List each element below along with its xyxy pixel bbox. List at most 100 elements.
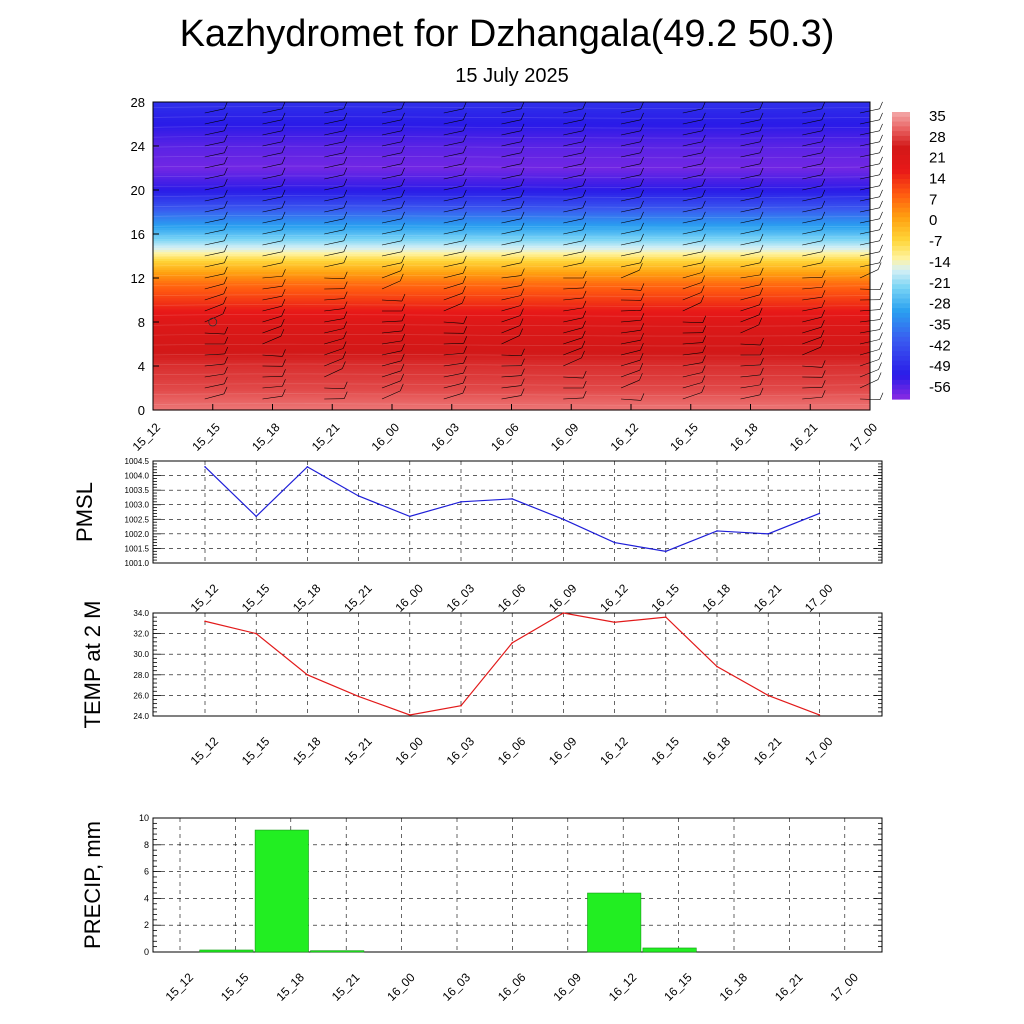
- colorbar-tick-label: -35: [929, 316, 951, 333]
- wind-barb: [802, 207, 822, 213]
- wind-barb-flag: [463, 200, 467, 208]
- wind-barb: [324, 218, 344, 224]
- wind-barb-flag: [879, 145, 883, 153]
- heatmap-cell: [153, 128, 870, 132]
- heatmap-cell: [153, 212, 870, 215]
- wind-barb: [501, 262, 522, 268]
- wind-barb-flag: [640, 189, 644, 197]
- wind-barb-flag: [581, 340, 586, 348]
- wind-barb: [324, 207, 344, 213]
- y-tick-label: 28: [131, 95, 145, 110]
- wind-barb: [204, 373, 225, 378]
- wind-barb-flag: [463, 123, 467, 131]
- contour-line: [152, 116, 871, 119]
- colorbar-swatch: [892, 375, 910, 381]
- wind-barb-flag: [281, 309, 285, 317]
- wind-barb: [740, 384, 761, 389]
- heatmap-cell: [153, 394, 870, 398]
- wind-barb: [204, 218, 225, 224]
- heatmap-cell: [153, 256, 870, 259]
- wind-barb: [262, 376, 283, 378]
- wind-barb: [802, 336, 822, 345]
- wind-barb-flag: [281, 319, 285, 327]
- wind-barb-flag: [463, 244, 467, 252]
- x-tick-label: 16_21: [772, 970, 806, 1004]
- wind-barb-flag: [879, 200, 883, 208]
- colorbar-swatch: [892, 284, 910, 290]
- wind-barb: [324, 358, 343, 367]
- x-tick-label: 16_09: [546, 734, 580, 768]
- colorbar-swatch: [892, 140, 910, 147]
- x-tick-label: 16_06: [495, 970, 529, 1004]
- heatmap-cell: [153, 313, 870, 316]
- wind-barb: [204, 108, 225, 114]
- wind-barb: [740, 185, 761, 191]
- wind-barb-flag: [640, 393, 645, 401]
- wind-barb-flag: [343, 301, 348, 309]
- wind-barb-flag: [759, 211, 764, 219]
- colorbar-tick-label: -49: [929, 358, 951, 375]
- wind-barb-flag: [519, 328, 523, 336]
- wind-barb-flag: [281, 244, 286, 252]
- wind-barb: [443, 392, 463, 400]
- wind-barb: [563, 141, 583, 147]
- wind-barb-flag: [401, 222, 405, 230]
- x-tick-label: 16_03: [444, 734, 478, 768]
- wind-barb: [262, 218, 283, 224]
- wind-barb: [802, 387, 823, 389]
- wind-barb-flag: [401, 123, 405, 131]
- wind-barb-flag: [401, 167, 405, 175]
- wind-barb-flag: [343, 112, 348, 120]
- wind-barb: [262, 385, 283, 389]
- wind-barb-flag: [520, 288, 525, 296]
- wind-barb-flag: [343, 321, 348, 329]
- wind-barb-flag: [520, 134, 525, 142]
- wind-barb-flag: [821, 145, 826, 153]
- x-tick-label: 17_00: [827, 970, 861, 1004]
- heatmap-cell: [153, 341, 870, 345]
- contour-line: [152, 324, 871, 327]
- wind-barb-flag: [879, 167, 883, 175]
- heatmap-cell: [153, 209, 870, 213]
- wind-barb-flag: [401, 200, 405, 208]
- wind-barb-flag: [821, 290, 826, 298]
- colorbar-swatch: [892, 150, 910, 156]
- wind-barb: [501, 285, 522, 290]
- wind-barb: [740, 163, 761, 169]
- wind-barb-flag: [879, 282, 884, 290]
- wind-barb-flag: [879, 244, 883, 252]
- heatmap-cell: [153, 300, 870, 303]
- wind-barb-flag: [223, 296, 227, 304]
- x-tick-label: 16_03: [444, 581, 478, 615]
- wind-barb-flag: [401, 313, 406, 322]
- wind-barb-flag: [820, 340, 824, 348]
- wind-barb: [204, 293, 224, 301]
- wind-barb: [563, 357, 582, 367]
- wind-barb: [682, 229, 703, 235]
- data-point: [409, 714, 411, 716]
- wind-barb-flag: [879, 112, 883, 120]
- wind-barb-flag: [463, 222, 467, 230]
- heatmap-cell: [153, 229, 870, 233]
- wind-barb-flag: [821, 280, 826, 288]
- wind-barb-flag: [463, 326, 468, 334]
- wind-barb-flag: [401, 244, 405, 252]
- colorbar-tick-label: 14: [929, 171, 946, 188]
- wind-barb: [740, 196, 761, 202]
- wind-barb-flag: [281, 255, 286, 263]
- wind-barb-flag: [281, 112, 286, 120]
- colorbar-swatch: [892, 308, 910, 314]
- wind-barb-flag: [582, 112, 587, 120]
- wind-barb-flag: [281, 145, 286, 153]
- wind-barb: [204, 332, 225, 335]
- wind-barb: [620, 398, 641, 401]
- heatmap-cell: [153, 372, 870, 376]
- wind-barb: [501, 174, 522, 180]
- contour-line: [152, 126, 871, 129]
- wind-barb: [381, 340, 402, 345]
- wind-barb: [443, 229, 464, 235]
- colorbar-swatch: [892, 131, 910, 137]
- wind-barb-flag: [640, 178, 644, 186]
- wind-barb-flag: [224, 156, 228, 164]
